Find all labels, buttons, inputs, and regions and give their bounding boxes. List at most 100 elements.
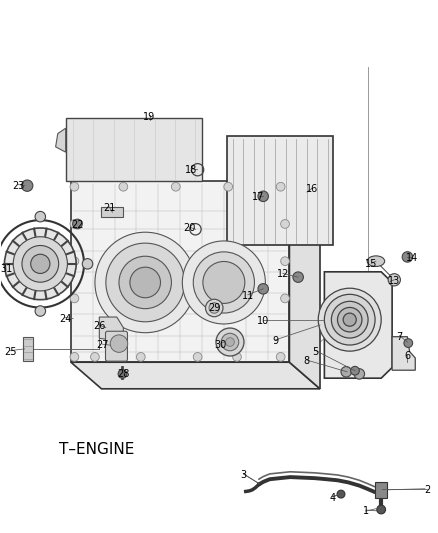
Text: 1: 1 <box>363 506 369 516</box>
Text: 24: 24 <box>60 313 72 324</box>
Text: 29: 29 <box>208 303 220 313</box>
Circle shape <box>281 294 290 303</box>
Circle shape <box>130 267 160 298</box>
Text: 26: 26 <box>93 321 106 331</box>
Text: 9: 9 <box>272 336 279 346</box>
Circle shape <box>216 328 244 356</box>
Circle shape <box>82 259 93 269</box>
Ellipse shape <box>367 256 385 266</box>
Circle shape <box>276 352 285 361</box>
Text: 4: 4 <box>329 493 336 503</box>
Polygon shape <box>227 136 333 245</box>
Text: 7: 7 <box>396 332 403 342</box>
Text: 10: 10 <box>257 316 269 326</box>
Text: 8: 8 <box>304 356 310 366</box>
Circle shape <box>281 257 290 265</box>
Text: 20: 20 <box>184 223 196 233</box>
Circle shape <box>203 262 245 303</box>
Circle shape <box>21 180 33 191</box>
Circle shape <box>226 337 234 346</box>
Circle shape <box>332 301 368 338</box>
Text: 12: 12 <box>277 270 289 279</box>
Circle shape <box>91 352 99 361</box>
Circle shape <box>106 243 184 322</box>
Text: 27: 27 <box>96 340 109 350</box>
Text: T–ENGINE: T–ENGINE <box>60 442 135 457</box>
Circle shape <box>233 352 241 361</box>
Circle shape <box>325 294 375 345</box>
Text: 28: 28 <box>117 369 130 379</box>
Circle shape <box>209 303 219 313</box>
Circle shape <box>338 308 362 332</box>
Circle shape <box>377 505 385 514</box>
Polygon shape <box>71 181 290 362</box>
Circle shape <box>404 338 413 348</box>
Circle shape <box>171 182 180 191</box>
Circle shape <box>137 352 145 361</box>
Text: 11: 11 <box>242 290 254 301</box>
Text: 23: 23 <box>12 181 25 191</box>
Circle shape <box>258 191 268 201</box>
Circle shape <box>205 299 223 317</box>
Circle shape <box>35 306 46 316</box>
Circle shape <box>402 252 413 262</box>
Text: 2: 2 <box>424 485 430 495</box>
Circle shape <box>70 182 79 191</box>
Polygon shape <box>290 181 320 389</box>
Bar <box>375 482 387 498</box>
Circle shape <box>193 352 202 361</box>
Polygon shape <box>392 337 415 370</box>
Text: 22: 22 <box>71 220 84 230</box>
Bar <box>23 337 33 361</box>
Circle shape <box>293 272 304 282</box>
Circle shape <box>337 490 345 498</box>
Circle shape <box>70 352 79 361</box>
Circle shape <box>31 254 50 273</box>
Circle shape <box>341 367 351 377</box>
Polygon shape <box>99 317 124 340</box>
Text: 30: 30 <box>214 340 226 350</box>
Circle shape <box>354 369 364 379</box>
Circle shape <box>70 220 79 228</box>
Text: 14: 14 <box>406 253 418 263</box>
Circle shape <box>119 182 128 191</box>
Text: 6: 6 <box>404 351 410 361</box>
Circle shape <box>221 333 239 351</box>
Circle shape <box>258 284 268 294</box>
Text: 15: 15 <box>365 260 378 269</box>
Text: 13: 13 <box>388 276 400 286</box>
FancyBboxPatch shape <box>106 331 127 361</box>
Circle shape <box>343 313 356 326</box>
Text: 19: 19 <box>143 111 155 122</box>
Circle shape <box>110 335 128 352</box>
Circle shape <box>224 182 233 191</box>
Text: 5: 5 <box>312 346 319 357</box>
Circle shape <box>95 232 195 333</box>
Circle shape <box>350 366 359 375</box>
Polygon shape <box>56 128 66 152</box>
Polygon shape <box>66 118 202 181</box>
Bar <box>101 207 124 217</box>
Text: 17: 17 <box>252 192 264 203</box>
Circle shape <box>318 288 381 351</box>
Circle shape <box>70 294 79 303</box>
Circle shape <box>4 228 76 300</box>
Circle shape <box>281 220 290 228</box>
Circle shape <box>70 257 79 265</box>
Circle shape <box>388 273 400 286</box>
Circle shape <box>118 369 127 378</box>
Circle shape <box>35 212 46 222</box>
Circle shape <box>119 256 171 309</box>
Circle shape <box>13 237 67 291</box>
Text: 3: 3 <box>240 470 247 480</box>
Text: 25: 25 <box>4 346 17 357</box>
Circle shape <box>22 246 59 282</box>
Text: 18: 18 <box>185 165 197 175</box>
Circle shape <box>276 182 285 191</box>
Text: 21: 21 <box>103 203 116 213</box>
Circle shape <box>193 252 254 313</box>
Circle shape <box>182 241 265 324</box>
Polygon shape <box>325 272 392 378</box>
Polygon shape <box>71 362 320 389</box>
Circle shape <box>73 219 82 229</box>
